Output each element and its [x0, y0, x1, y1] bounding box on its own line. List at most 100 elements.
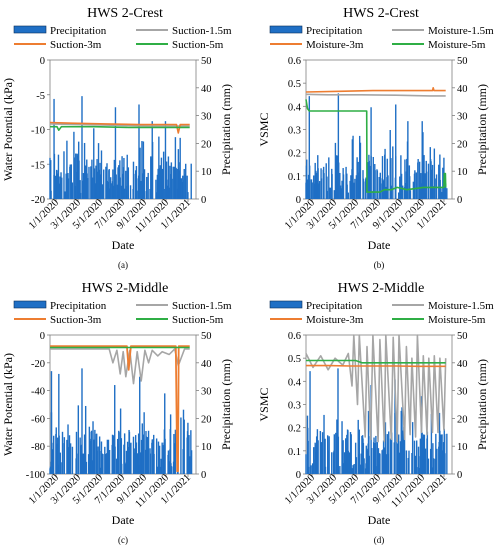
precipitation-bar [339, 466, 341, 474]
precipitation-bar [315, 436, 318, 474]
legend-item: Precipitation [13, 25, 107, 37]
y2-tick-label: 30 [457, 387, 468, 398]
precipitation-bar [383, 447, 386, 474]
precipitation-bar [136, 190, 138, 199]
precipitation-bar [309, 371, 311, 474]
precipitation-bar [149, 188, 151, 199]
chart-panel-c: HWS 2-Middle Precipitation Suction-1.5m Suc… [1, 281, 233, 545]
precipitation-bar [141, 141, 143, 199]
y-tick-label: 0.3 [288, 126, 301, 137]
precipitation-bar [406, 158, 408, 199]
precipitation-bar [385, 186, 387, 199]
precipitation-bar [371, 448, 373, 474]
series-line-moisture-1-5m [305, 334, 447, 443]
precipitation-bar [161, 168, 164, 199]
precipitation-bar [68, 435, 71, 474]
precipitation-bar [401, 407, 403, 474]
precipitation-bar [56, 173, 59, 199]
precipitation-bar [69, 443, 72, 474]
legend-item: Moisture-5m [392, 314, 486, 326]
precipitation-bar [92, 421, 94, 474]
chart-panel-d: HWS 2-Middle Precipitation Moisture-1.5m Mo… [257, 281, 494, 545]
y2-tick-label: 10 [457, 442, 468, 453]
precipitation-bar [316, 180, 318, 199]
y-tick-label: -20 [31, 195, 45, 206]
precipitation-bar [51, 449, 54, 474]
precipitation-bar [135, 166, 138, 199]
precipitation-bar [343, 463, 345, 474]
precipitation-bar [318, 183, 320, 199]
legend-swatch-bar [269, 25, 303, 34]
precipitation-bar [349, 180, 351, 199]
precipitation-bar [120, 438, 123, 474]
precipitation-bar [360, 453, 362, 474]
precipitation-bar [157, 441, 160, 474]
y-tick-label: -15 [31, 160, 45, 171]
precipitation-bar [127, 167, 130, 199]
precipitation-bar [336, 155, 339, 199]
precipitation-bar [158, 136, 160, 199]
precipitation-bar [446, 188, 448, 199]
precipitation-bar [169, 174, 171, 199]
y-axis-label: VSMC [257, 387, 271, 421]
precipitation-bar [313, 447, 315, 474]
precipitation-bar [105, 453, 108, 474]
precipitation-bar [433, 148, 436, 199]
precipitation-bar [138, 104, 140, 199]
precipitation-bar [105, 166, 107, 199]
precipitation-bar [407, 457, 409, 474]
precipitation-bar [336, 177, 338, 199]
precipitation-bar [187, 192, 189, 199]
precipitation-bar [307, 440, 309, 474]
precipitation-bar [60, 462, 62, 474]
precipitation-bar [180, 178, 182, 199]
precipitation-bar [328, 436, 330, 474]
precipitation-bar [50, 190, 52, 199]
precipitation-bar [376, 170, 379, 199]
y-tick-label: 0.6 [288, 331, 301, 342]
precipitation-bar [174, 429, 177, 474]
precipitation-bar [96, 159, 98, 199]
precipitation-bar [176, 168, 178, 199]
precipitation-bar [136, 453, 139, 474]
precipitation-bar [328, 157, 330, 199]
precipitation-bar [141, 438, 144, 474]
y2-axis-label: Precipitation (mm) [219, 84, 233, 175]
precipitation-bar [161, 442, 163, 474]
precipitation-bar [316, 429, 319, 474]
precipitation-bar [66, 439, 68, 474]
panel-caption: (d) [374, 535, 385, 545]
precipitation-bar [185, 163, 187, 199]
precipitation-bar [159, 165, 162, 199]
precipitation-bar [149, 453, 152, 474]
precipitation-bar [368, 160, 370, 199]
precipitation-bar [153, 453, 155, 474]
y2-tick-label: 20 [457, 414, 468, 425]
precipitation-bar [404, 183, 406, 199]
precipitation-bar [445, 183, 447, 199]
precipitation-bar [422, 434, 425, 474]
y2-tick-label: 30 [201, 112, 212, 123]
precipitation-bar [119, 177, 121, 199]
precipitation-bar [374, 449, 376, 474]
precipitation-bar [420, 183, 423, 199]
precipitation-bar [313, 183, 316, 199]
precipitation-bar [126, 154, 128, 199]
legend: Precipitation Moisture-1.5m Moisture-3m Moi… [269, 25, 494, 51]
precipitation-bar [365, 177, 367, 199]
precipitation-bar [353, 182, 355, 199]
precipitation-bar [342, 440, 344, 474]
precipitation-bar [367, 193, 369, 199]
precipitation-bar [129, 457, 131, 474]
precipitation-bar [382, 440, 385, 474]
precipitation-bars [49, 368, 193, 474]
precipitation-bar [395, 104, 397, 199]
precipitation-bar [403, 426, 405, 474]
precipitation-bar [123, 188, 126, 199]
legend-label: Suction-5m [172, 39, 224, 51]
precipitation-bar [82, 453, 84, 474]
precipitation-bar [346, 184, 348, 199]
y-tick-label: -40 [31, 387, 45, 398]
precipitation-bar [61, 431, 64, 474]
precipitation-bar [111, 434, 114, 474]
